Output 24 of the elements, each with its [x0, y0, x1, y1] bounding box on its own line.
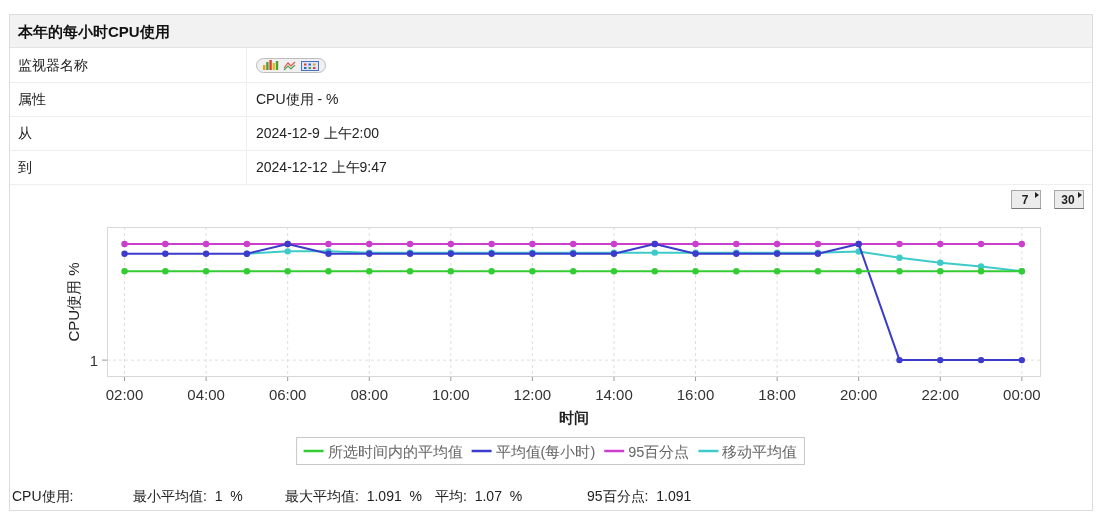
footer: CPU使用: 最小平均值: 1 % 最大平均值: 1.091 % 平均: 1.07 % 95百分点: 1.091: [12, 488, 692, 504]
x-tick-label: 22:00: [921, 386, 960, 403]
legend-label: 95百分点: [628, 443, 690, 460]
x-tick-label: 16:00: [676, 386, 715, 403]
button: 7: [1011, 190, 1042, 209]
x-tick-label: 04:00: [187, 386, 225, 403]
x-tick-label: 10:00: [432, 386, 470, 403]
legend-label: 平均值(每小时): [495, 443, 596, 460]
x-axis-title: 时间: [559, 409, 589, 426]
y-axis-title: CPU使用 %: [65, 262, 82, 342]
button: 30: [1054, 190, 1085, 209]
annotation: 1: [89, 351, 1042, 369]
legend-label: 移动平均值: [722, 443, 798, 460]
info-table: 监视器名称 属性 CPU使用 - % 从 2024-12-9 上午2:00 到 2024-12-12 上午9:47: [9, 47, 1093, 185]
legend-label: 所选时间内的平均值: [327, 443, 463, 460]
x-tick-label: 00:00: [1003, 386, 1041, 403]
x-tick-label: 12:00: [513, 386, 552, 403]
title: 本年的每小时CPU使用: [18, 23, 170, 40]
x-tick-label: 14:00: [595, 386, 633, 403]
x-tick-label: 08:00: [350, 386, 389, 403]
x-tick-label: 20:00: [839, 386, 878, 403]
x-tick-label: 06:00: [268, 386, 307, 403]
x-tick-label: 02:00: [105, 386, 144, 403]
x-tick-label: 18:00: [758, 386, 796, 403]
